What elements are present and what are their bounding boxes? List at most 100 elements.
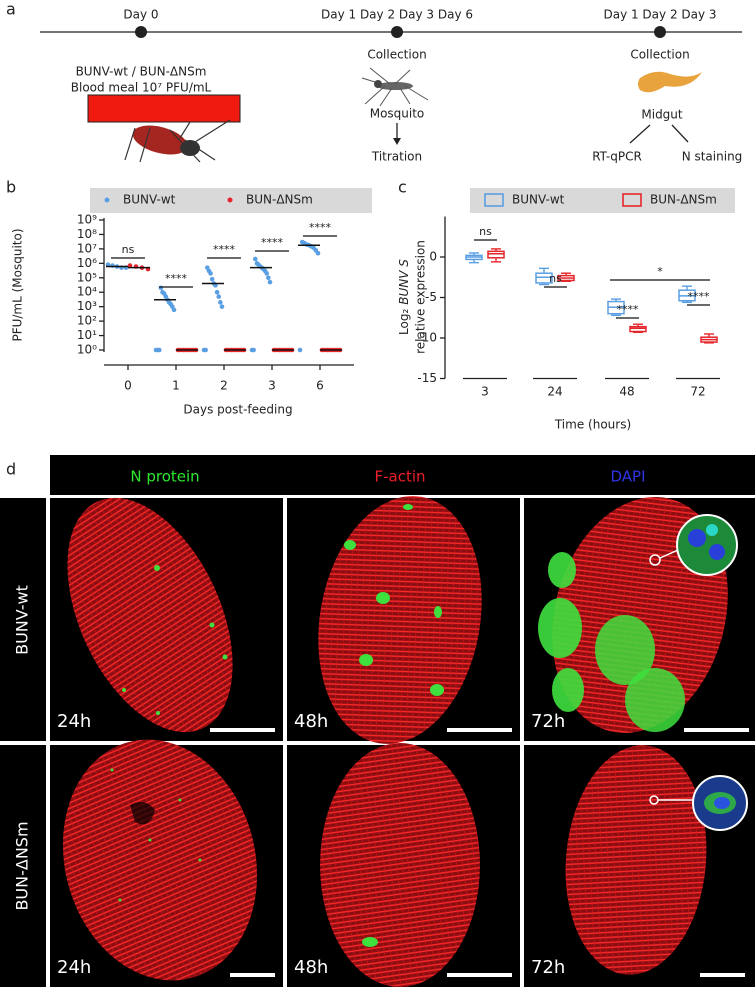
significance-label: ns [479, 225, 492, 238]
significance-label: * [657, 265, 663, 278]
time-label: 48h [294, 957, 328, 978]
time-label: 24h [57, 957, 91, 978]
data-point [251, 347, 256, 353]
legend-label: BUNV-wt [512, 193, 565, 207]
data-point [171, 307, 177, 313]
y-tick-label: 10⁷ [77, 241, 97, 255]
blood-meal-icon [87, 94, 241, 123]
timeline-text: RT-qPCR [592, 150, 642, 164]
box [535, 272, 553, 284]
data-point [264, 271, 270, 276]
data-point [156, 347, 162, 353]
time-label: 72h [531, 711, 565, 732]
y-axis-label-part: Log₂ [397, 309, 411, 335]
arrow-head [393, 138, 401, 145]
data-point [158, 285, 164, 291]
row-label: BUN-ΔNSm [13, 821, 32, 910]
timeline-text: Midgut [641, 108, 683, 122]
timeline-text: BUNV-wt / BUN-ΔNSm [76, 65, 207, 79]
y-tick-label: 10¹ [77, 328, 97, 342]
y-tick-label: 10⁸ [77, 227, 97, 241]
legend-swatch [622, 193, 642, 207]
time-label: 48h [294, 711, 328, 732]
timeline-label: Day 0 [123, 8, 158, 22]
x-tick-label: 24 [547, 385, 562, 399]
data-point [267, 279, 273, 285]
x-tick-label: 72 [690, 385, 705, 399]
y-tick-label: 10⁹ [77, 213, 97, 227]
data-point [266, 275, 271, 281]
timeline-dot [135, 26, 147, 38]
panel-label: a [6, 0, 16, 19]
timeline-text: Collection [367, 48, 426, 62]
x-tick-label: 3 [268, 379, 276, 393]
channel-label: N protein [130, 468, 199, 486]
y-axis-label-part: BUNV S [397, 259, 411, 305]
scale-bar [210, 728, 749, 977]
significance-label: **** [165, 272, 188, 285]
micrograph [287, 743, 520, 987]
time-label: 24h [57, 711, 91, 732]
x-tick-label: 3 [481, 385, 489, 399]
data-point [214, 289, 220, 295]
timeline-text: Mosquito [370, 107, 425, 121]
data-point [315, 250, 321, 256]
data-point [297, 347, 303, 353]
timeline-dot [391, 26, 403, 38]
y-tick-label: -10 [417, 331, 437, 345]
data-point [219, 304, 225, 309]
y-axis-label: PFU/mL (Mosquito) [11, 228, 25, 341]
legend-swatch [227, 197, 233, 203]
legend-box [470, 188, 735, 213]
legend-swatch [104, 197, 110, 203]
significance-label: ns [122, 243, 135, 256]
significance-label: **** [213, 243, 236, 256]
timeline-text: Collection [630, 48, 689, 62]
micrograph [524, 497, 755, 741]
x-tick-label: 2 [220, 379, 228, 393]
y-tick-label: 10⁴ [77, 285, 97, 299]
timeline-label: Day 1 Day 2 Day 3 Day 6 [321, 8, 473, 22]
significance-label: ns [549, 272, 562, 285]
panel-label: c [398, 178, 407, 197]
data-point [209, 276, 215, 282]
significance-label: **** [309, 221, 332, 234]
row-label-box [0, 498, 46, 741]
y-tick-label: 10⁶ [77, 256, 97, 270]
x-axis-label: Days post-feeding [183, 403, 292, 417]
data-point [216, 294, 222, 299]
x-axis-label: Time (hours) [554, 418, 631, 432]
box [629, 325, 647, 333]
y-axis-label: Log₂ BUNV S [397, 259, 411, 335]
panel-label: b [6, 178, 16, 197]
timeline-dot [654, 26, 666, 38]
mosquito-feeding-icon [124, 119, 231, 163]
midgut-icon [638, 71, 702, 93]
data-point [252, 256, 258, 262]
arrow [629, 124, 689, 144]
x-tick-label: 0 [124, 379, 132, 393]
legend-swatch [484, 193, 504, 207]
row-label-box [0, 745, 46, 987]
y-tick-label: 10² [77, 314, 97, 328]
data-point [127, 263, 133, 268]
x-tick-label: 6 [316, 379, 324, 393]
significance-label: **** [688, 290, 711, 303]
y-tick-label: -5 [425, 290, 437, 304]
y-tick-label: 10³ [77, 299, 97, 313]
micrograph [50, 497, 283, 741]
x-tick-label: 48 [619, 385, 634, 399]
channel-label: DAPI [610, 468, 645, 486]
box [487, 250, 505, 259]
y-tick-label: 0 [429, 250, 437, 264]
micrograph [524, 745, 755, 987]
legend-label: BUN-ΔNSm [246, 193, 313, 207]
mosquito-icon [361, 67, 429, 107]
timeline-text: Blood meal 10⁷ PFU/mL [71, 81, 212, 95]
data-point [218, 300, 223, 305]
legend-label: BUN-ΔNSm [650, 193, 717, 207]
time-label: 72h [531, 957, 565, 978]
